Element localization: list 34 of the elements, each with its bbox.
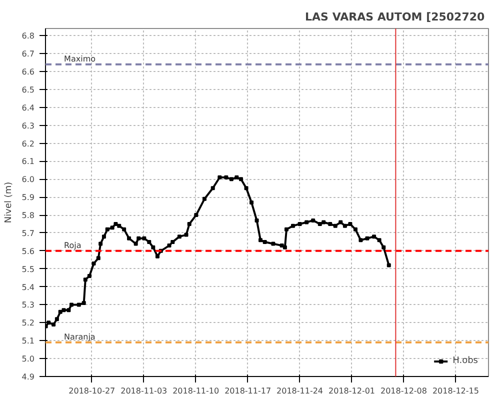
y-tick-label: 5.2 — [22, 318, 35, 328]
x-tick-label: 2018-11-24 — [276, 386, 324, 396]
y-axis-title: Nivel (m) — [4, 182, 14, 224]
y-tick-label: 5.8 — [22, 211, 35, 220]
y-tick-label: 5.0 — [22, 354, 35, 364]
y-tick-label: 6.6 — [22, 68, 35, 77]
x-tick-label: 2018-11-03 — [120, 386, 168, 396]
x-tick-label: 2018-10-27 — [68, 386, 116, 396]
y-tick-label: 6.7 — [22, 50, 35, 59]
y-tick-label: 6.0 — [22, 175, 35, 184]
y-tick-label: 5.1 — [22, 336, 35, 346]
y-tick-label: 4.9 — [22, 372, 35, 382]
legend-label: H.obs — [452, 356, 478, 366]
y-tick-label: 6.5 — [22, 85, 35, 94]
y-tick-label: 6.8 — [22, 32, 35, 41]
y-tick-label: 6.1 — [22, 157, 35, 166]
y-tick-label: 5.3 — [22, 300, 35, 310]
x-tick-label: 2018-11-10 — [172, 386, 220, 396]
y-tick-label: 5.5 — [22, 264, 35, 274]
x-tick-label: 2018-12-15 — [432, 386, 479, 396]
x-tick-label: 2018-11-17 — [224, 386, 272, 396]
y-tick-label: 5.4 — [22, 282, 35, 292]
x-tick-label: 2018-12-08 — [380, 386, 427, 396]
y-tick-label: 6.4 — [22, 103, 35, 112]
ref-line-label: Roja — [64, 240, 82, 250]
ref-line-label: Naranja — [64, 332, 96, 342]
y-tick-label: 5.6 — [22, 246, 35, 256]
y-tick-label: 6.3 — [22, 121, 35, 130]
ref-line-label: Maximo — [64, 54, 96, 64]
x-tick-label: 2018-12-01 — [328, 386, 376, 396]
y-tick-label: 5.7 — [22, 228, 35, 238]
y-tick-label: 5.9 — [22, 193, 35, 202]
chart-title: LAS VARAS AUTOM [2502720 — [305, 10, 486, 24]
y-tick-label: 6.2 — [22, 139, 35, 148]
